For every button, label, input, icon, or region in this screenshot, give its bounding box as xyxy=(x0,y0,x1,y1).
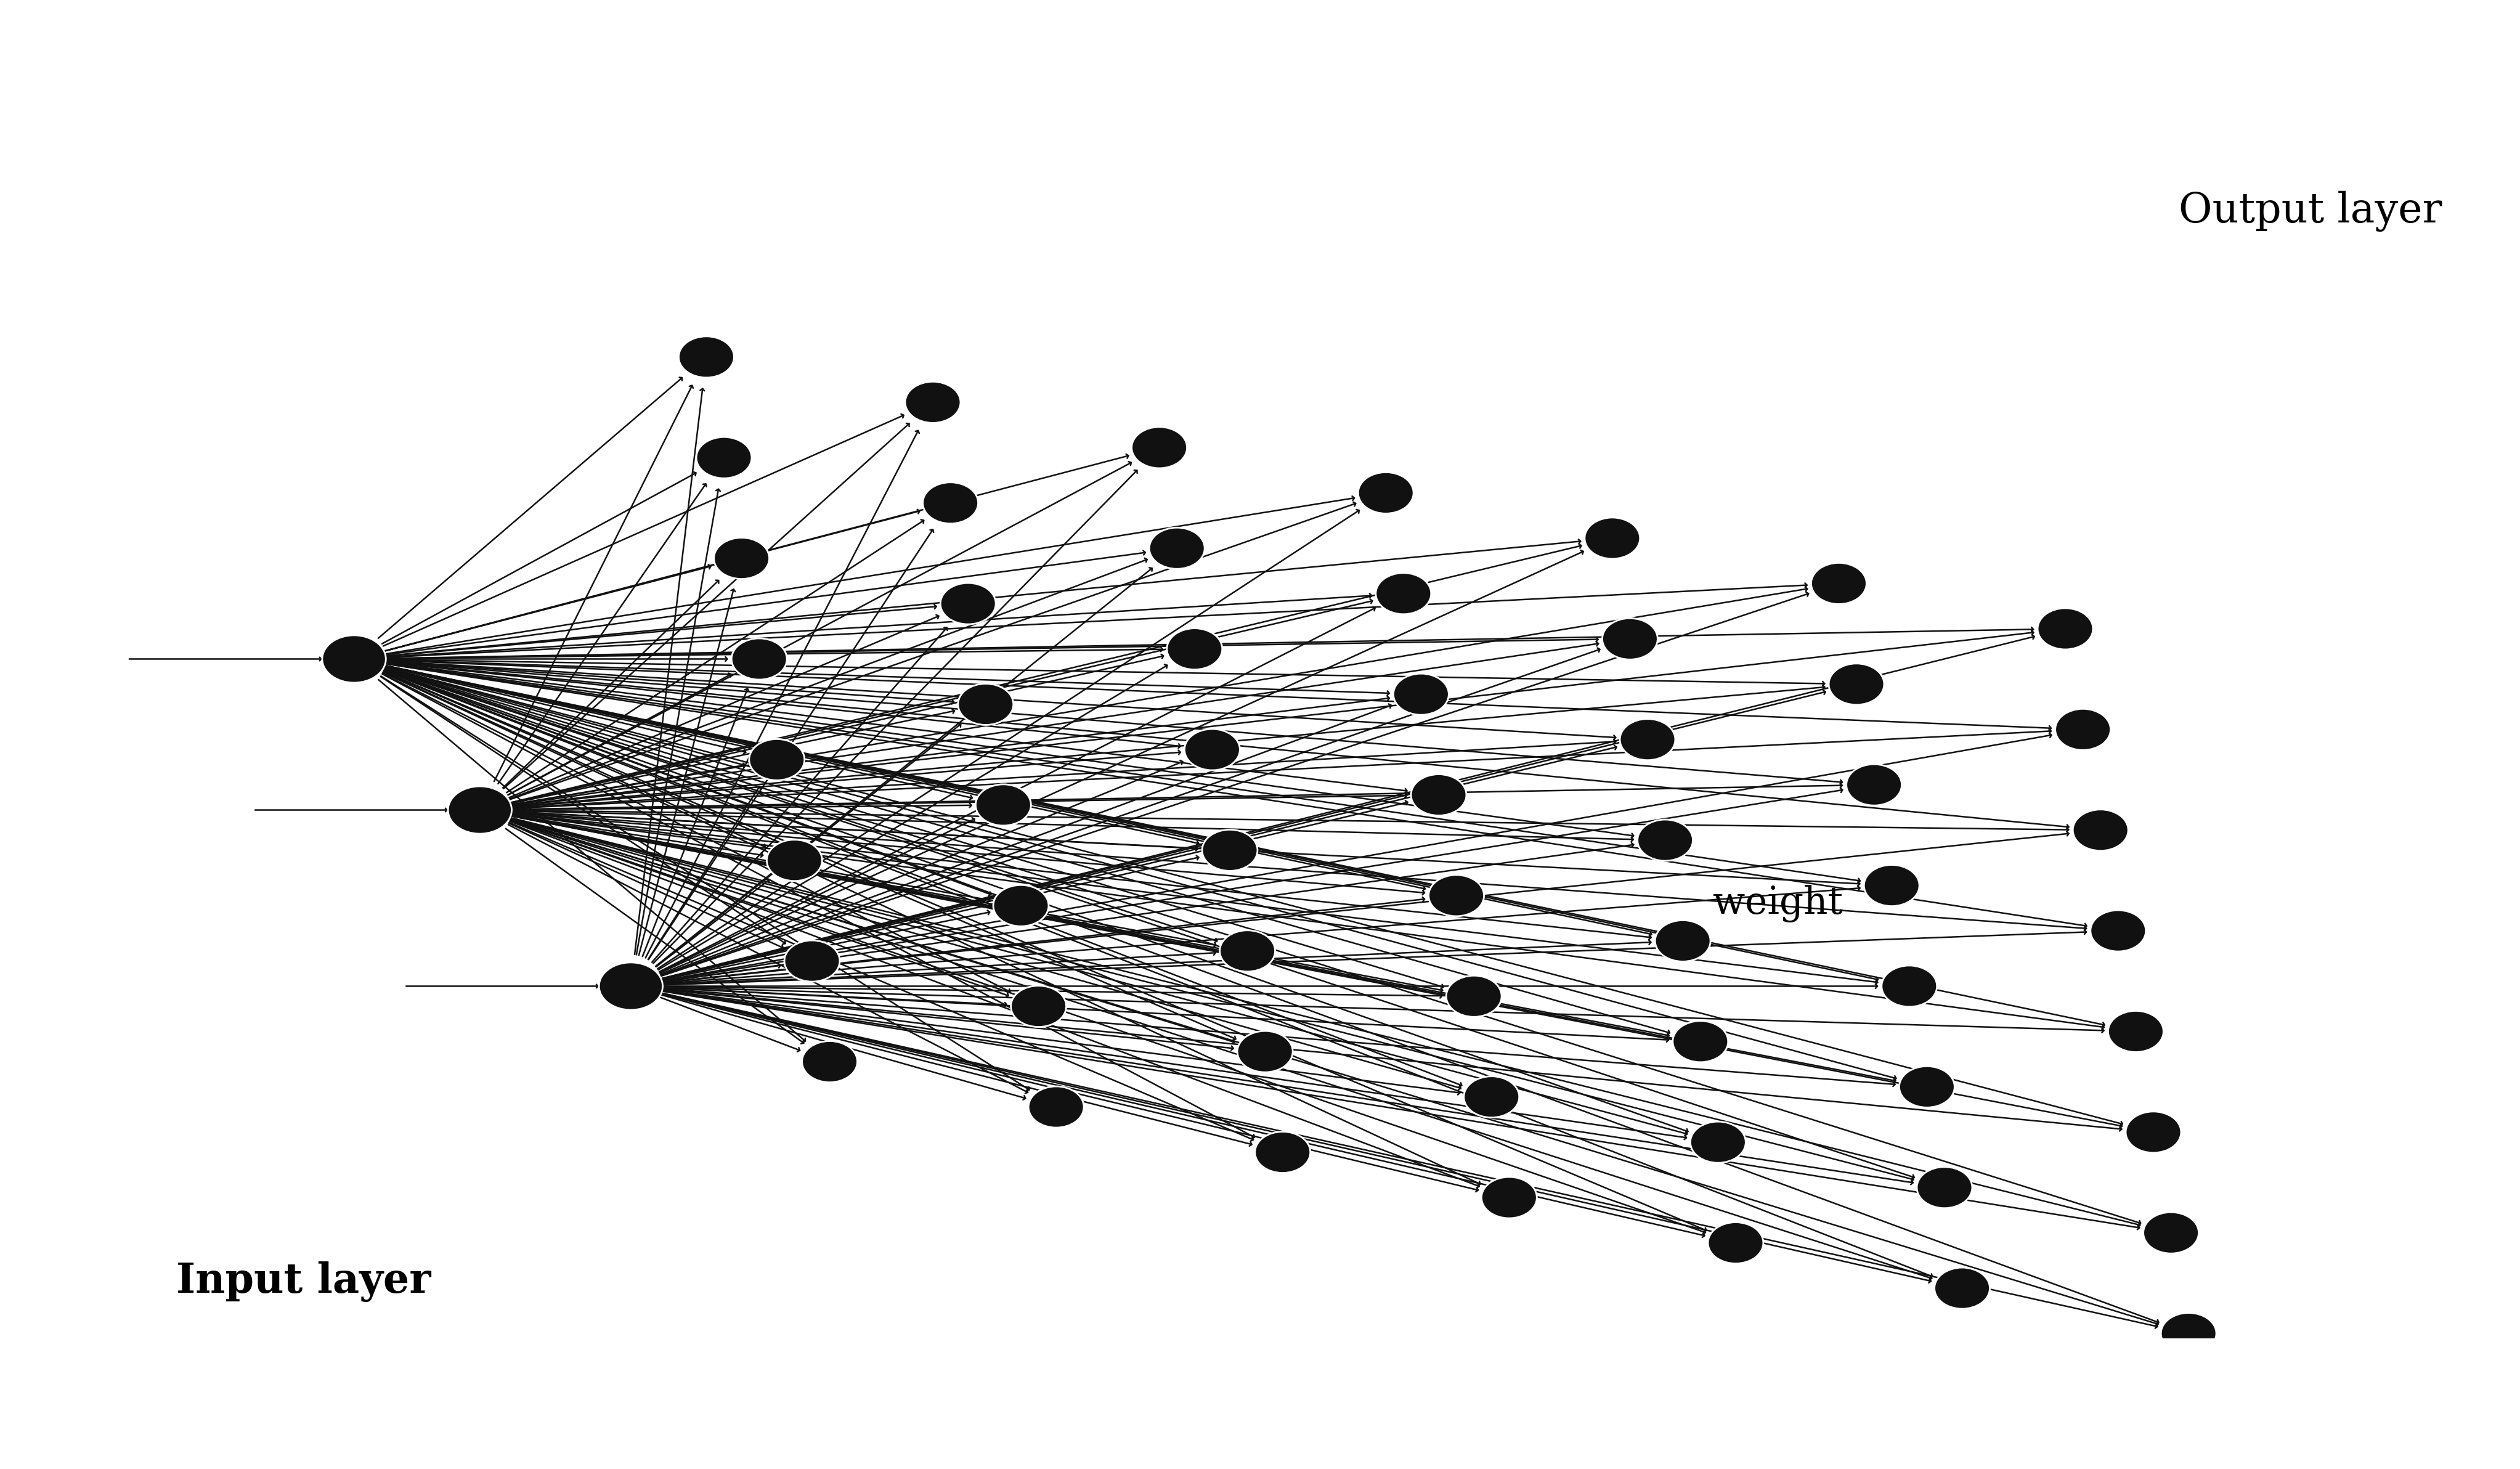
Text: Input layer: Input layer xyxy=(176,1262,431,1303)
Ellipse shape xyxy=(2074,809,2129,851)
Ellipse shape xyxy=(2109,1011,2165,1052)
Ellipse shape xyxy=(940,583,995,624)
Ellipse shape xyxy=(1394,674,1449,715)
Ellipse shape xyxy=(2162,1313,2215,1354)
Ellipse shape xyxy=(1691,1122,1746,1163)
Ellipse shape xyxy=(905,382,960,423)
Ellipse shape xyxy=(1656,920,1711,962)
Ellipse shape xyxy=(1358,472,1414,514)
Text: Output layer: Output layer xyxy=(2180,191,2442,232)
Ellipse shape xyxy=(993,884,1048,927)
Ellipse shape xyxy=(2039,608,2094,649)
Ellipse shape xyxy=(713,538,769,579)
Ellipse shape xyxy=(2056,710,2112,751)
Text: weight: weight xyxy=(1714,884,1842,923)
Ellipse shape xyxy=(1812,563,1867,604)
Ellipse shape xyxy=(1900,1066,1956,1108)
Ellipse shape xyxy=(1184,729,1240,770)
Ellipse shape xyxy=(1149,527,1205,569)
Ellipse shape xyxy=(784,940,839,981)
Ellipse shape xyxy=(1131,427,1187,469)
Ellipse shape xyxy=(1429,876,1484,917)
Ellipse shape xyxy=(748,739,804,780)
Ellipse shape xyxy=(1638,820,1693,861)
Ellipse shape xyxy=(1464,1077,1520,1118)
Ellipse shape xyxy=(1482,1177,1537,1218)
Ellipse shape xyxy=(2127,1112,2182,1153)
Ellipse shape xyxy=(1620,718,1676,759)
Ellipse shape xyxy=(449,786,512,834)
Ellipse shape xyxy=(1376,573,1431,614)
Ellipse shape xyxy=(958,683,1013,724)
Ellipse shape xyxy=(1865,865,1920,906)
Ellipse shape xyxy=(1830,664,1885,705)
Ellipse shape xyxy=(922,482,978,523)
Ellipse shape xyxy=(1167,629,1222,670)
Ellipse shape xyxy=(1585,517,1641,558)
Ellipse shape xyxy=(600,962,663,1009)
Ellipse shape xyxy=(766,840,822,881)
Ellipse shape xyxy=(323,635,386,683)
Ellipse shape xyxy=(678,336,733,378)
Ellipse shape xyxy=(1411,774,1467,815)
Ellipse shape xyxy=(1935,1268,1991,1309)
Ellipse shape xyxy=(1011,986,1066,1027)
Ellipse shape xyxy=(1446,975,1502,1017)
Ellipse shape xyxy=(696,436,751,479)
Ellipse shape xyxy=(1709,1222,1764,1263)
Ellipse shape xyxy=(2145,1212,2197,1253)
Ellipse shape xyxy=(1847,764,1903,805)
Ellipse shape xyxy=(1255,1131,1310,1172)
Ellipse shape xyxy=(2092,911,2147,952)
Ellipse shape xyxy=(731,639,786,680)
Ellipse shape xyxy=(1673,1021,1729,1062)
Ellipse shape xyxy=(801,1042,857,1083)
Ellipse shape xyxy=(1918,1166,1973,1208)
Ellipse shape xyxy=(1237,1031,1293,1072)
Ellipse shape xyxy=(1882,965,1938,1006)
Ellipse shape xyxy=(1603,618,1658,660)
Ellipse shape xyxy=(975,784,1031,826)
Ellipse shape xyxy=(1202,830,1257,871)
Ellipse shape xyxy=(1028,1087,1084,1128)
Ellipse shape xyxy=(1220,930,1275,971)
